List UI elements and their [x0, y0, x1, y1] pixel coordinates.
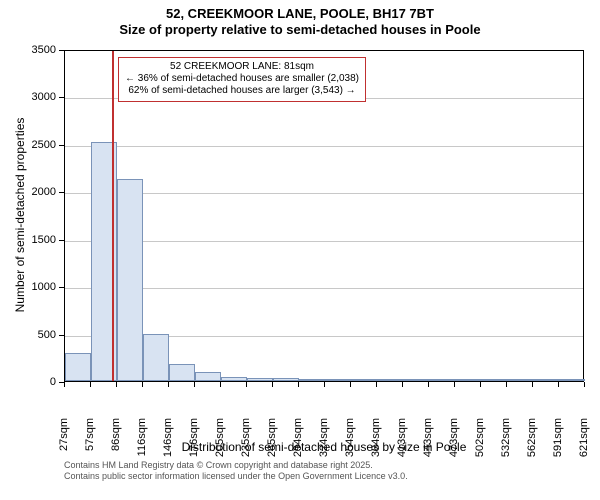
- histogram-bar: [299, 379, 325, 381]
- x-tick-mark: [168, 382, 169, 387]
- x-tick-label: 265sqm: [266, 418, 278, 468]
- x-tick-label: 354sqm: [344, 418, 356, 468]
- x-tick-mark: [246, 382, 247, 387]
- y-tick-mark: [59, 145, 64, 146]
- x-tick-mark: [220, 382, 221, 387]
- histogram-bar: [481, 379, 507, 381]
- title-line-2: Size of property relative to semi-detach…: [0, 22, 600, 38]
- x-tick-label: 205sqm: [214, 418, 226, 468]
- x-tick-mark: [558, 382, 559, 387]
- histogram-bar: [65, 353, 91, 381]
- histogram-bar: [377, 379, 403, 381]
- y-tick-mark: [59, 192, 64, 193]
- x-tick-mark: [90, 382, 91, 387]
- x-tick-label: 86sqm: [110, 418, 122, 468]
- annotation-line-2: ← 36% of semi-detached houses are smalle…: [125, 73, 359, 85]
- x-tick-mark: [376, 382, 377, 387]
- chart-title: 52, CREEKMOOR LANE, POOLE, BH17 7BT Size…: [0, 0, 600, 39]
- histogram-bar: [507, 379, 533, 381]
- x-tick-label: 562sqm: [526, 418, 538, 468]
- histogram-bar: [429, 379, 455, 381]
- histogram-bar: [169, 364, 195, 381]
- x-tick-label: 591sqm: [552, 418, 564, 468]
- x-tick-mark: [298, 382, 299, 387]
- histogram-bar: [221, 377, 247, 381]
- y-tick-label: 1500: [32, 234, 56, 246]
- x-tick-label: 443sqm: [422, 418, 434, 468]
- x-tick-label: 176sqm: [188, 418, 200, 468]
- histogram-bar: [559, 379, 585, 381]
- x-tick-mark: [116, 382, 117, 387]
- y-tick-label: 500: [38, 329, 56, 341]
- histogram-bar: [247, 378, 273, 381]
- x-tick-mark: [584, 382, 585, 387]
- histogram-bar: [351, 379, 377, 381]
- attribution-line-2: Contains public sector information licen…: [64, 471, 408, 482]
- title-line-1: 52, CREEKMOOR LANE, POOLE, BH17 7BT: [0, 6, 600, 22]
- x-tick-label: 621sqm: [578, 418, 590, 468]
- y-axis-title: Number of semi-detached properties: [13, 65, 27, 365]
- histogram-bar: [117, 179, 143, 381]
- x-tick-label: 502sqm: [474, 418, 486, 468]
- x-tick-mark: [454, 382, 455, 387]
- x-tick-mark: [506, 382, 507, 387]
- x-tick-label: 384sqm: [370, 418, 382, 468]
- y-tick-mark: [59, 287, 64, 288]
- histogram-bar: [403, 379, 429, 381]
- histogram-bar: [533, 379, 559, 381]
- x-tick-label: 294sqm: [292, 418, 304, 468]
- annotation-box: 52 CREEKMOOR LANE: 81sqm ← 36% of semi-d…: [118, 57, 366, 102]
- x-tick-label: 235sqm: [240, 418, 252, 468]
- x-tick-mark: [428, 382, 429, 387]
- y-tick-label: 2000: [32, 186, 56, 198]
- x-tick-mark: [194, 382, 195, 387]
- histogram-bar: [143, 334, 169, 381]
- histogram-bar: [325, 379, 351, 381]
- x-tick-mark: [272, 382, 273, 387]
- x-tick-label: 116sqm: [136, 418, 148, 468]
- histogram-bar: [273, 378, 299, 381]
- gridline: [65, 146, 583, 147]
- histogram-bar: [195, 372, 221, 381]
- x-tick-label: 146sqm: [162, 418, 174, 468]
- x-tick-mark: [532, 382, 533, 387]
- y-tick-mark: [59, 335, 64, 336]
- y-tick-label: 1000: [32, 281, 56, 293]
- x-tick-label: 324sqm: [318, 418, 330, 468]
- histogram-chart: 52, CREEKMOOR LANE, POOLE, BH17 7BT Size…: [0, 0, 600, 500]
- x-tick-label: 27sqm: [58, 418, 70, 468]
- x-tick-mark: [350, 382, 351, 387]
- y-tick-label: 3000: [32, 91, 56, 103]
- x-tick-mark: [324, 382, 325, 387]
- property-marker-line: [112, 51, 114, 381]
- x-tick-label: 57sqm: [84, 418, 96, 468]
- y-tick-mark: [59, 240, 64, 241]
- y-tick-mark: [59, 97, 64, 98]
- x-tick-mark: [142, 382, 143, 387]
- x-tick-label: 532sqm: [500, 418, 512, 468]
- y-tick-mark: [59, 50, 64, 51]
- y-tick-label: 2500: [32, 139, 56, 151]
- x-tick-mark: [64, 382, 65, 387]
- histogram-bar: [455, 379, 481, 381]
- annotation-line-3: 62% of semi-detached houses are larger (…: [125, 85, 359, 97]
- x-tick-label: 473sqm: [448, 418, 460, 468]
- annotation-line-1: 52 CREEKMOOR LANE: 81sqm: [125, 61, 359, 73]
- x-tick-label: 413sqm: [396, 418, 408, 468]
- x-tick-mark: [402, 382, 403, 387]
- x-tick-mark: [480, 382, 481, 387]
- y-tick-label: 3500: [32, 44, 56, 56]
- y-tick-label: 0: [50, 376, 56, 388]
